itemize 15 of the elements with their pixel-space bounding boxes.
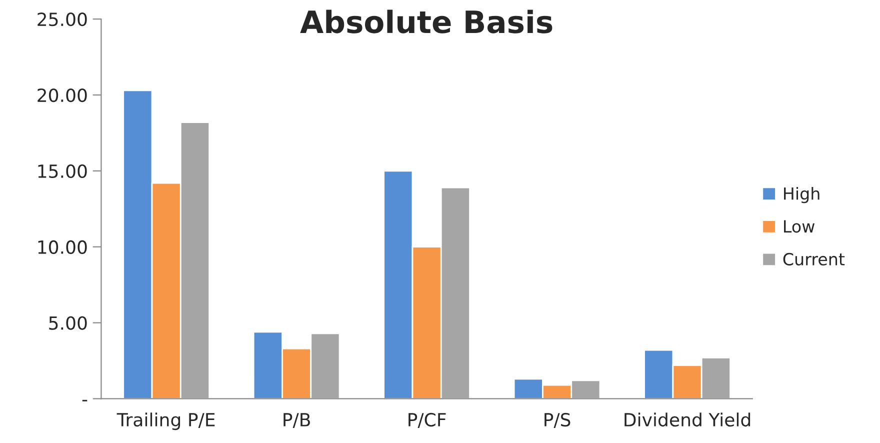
legend-label: Current (783, 252, 845, 266)
x-tick-label: P/B (284, 413, 310, 428)
y-tick-label: 15.00 (38, 164, 87, 178)
y-tick-label: 5.00 (49, 316, 87, 330)
legend-label: High (784, 186, 820, 204)
y-tick-label: - (82, 400, 88, 402)
x-tick-label: P/S (544, 412, 570, 428)
chart-title: Absolute Basis (300, 10, 552, 34)
y-tick-label: 10.00 (38, 240, 87, 254)
y-tick-label: 25.00 (38, 12, 87, 26)
legend-label: Low (784, 220, 815, 233)
y-tick-label: 20.00 (38, 88, 87, 102)
x-tick-label: Dividend Yield (624, 412, 750, 427)
x-tick-label: Trailing P/E (116, 412, 215, 430)
x-tick-label: P/CF (408, 412, 446, 428)
